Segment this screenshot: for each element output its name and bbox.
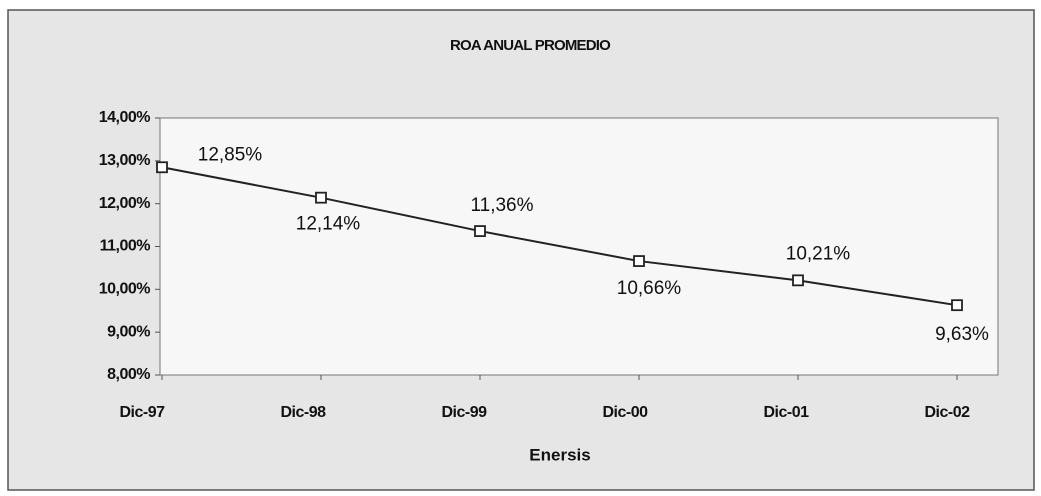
value-label: 11,36% xyxy=(470,195,533,216)
y-tick-label: 10,00% xyxy=(99,281,151,298)
x-tick-label: Dic-01 xyxy=(763,404,809,421)
point-marker xyxy=(156,161,168,174)
value-label: 12,14% xyxy=(296,214,361,235)
y-tick-label: 9,00% xyxy=(107,323,150,340)
point-marker xyxy=(792,274,804,287)
x-tick-label: Dic-00 xyxy=(602,404,648,421)
series-line xyxy=(161,166,958,307)
point-marker xyxy=(633,255,645,267)
y-tick-label: 14,00% xyxy=(99,109,151,126)
y-tick-label: 13,00% xyxy=(99,152,151,169)
point-marker xyxy=(315,191,327,204)
point-marker xyxy=(474,225,486,237)
value-label: 12,85% xyxy=(198,144,263,165)
point-marker xyxy=(951,299,963,312)
x-tick-label: Dic-97 xyxy=(119,404,165,421)
x-tick-label: Dic-99 xyxy=(441,404,487,421)
x-tick-label: Dic-02 xyxy=(924,404,970,421)
value-label: 9,63% xyxy=(935,324,989,345)
x-axis-label: Enersis xyxy=(529,445,590,464)
chart-title: ROA ANUAL PROMEDIO xyxy=(450,37,611,54)
y-tick-label: 8,00% xyxy=(107,366,150,383)
y-tick-label: 12,00% xyxy=(99,195,151,212)
value-label: 10,21% xyxy=(786,243,851,264)
x-tick-label: Dic-98 xyxy=(280,404,326,421)
plot-area xyxy=(159,117,999,376)
value-label: 10,66% xyxy=(617,278,682,299)
y-tick-label: 11,00% xyxy=(100,238,151,255)
